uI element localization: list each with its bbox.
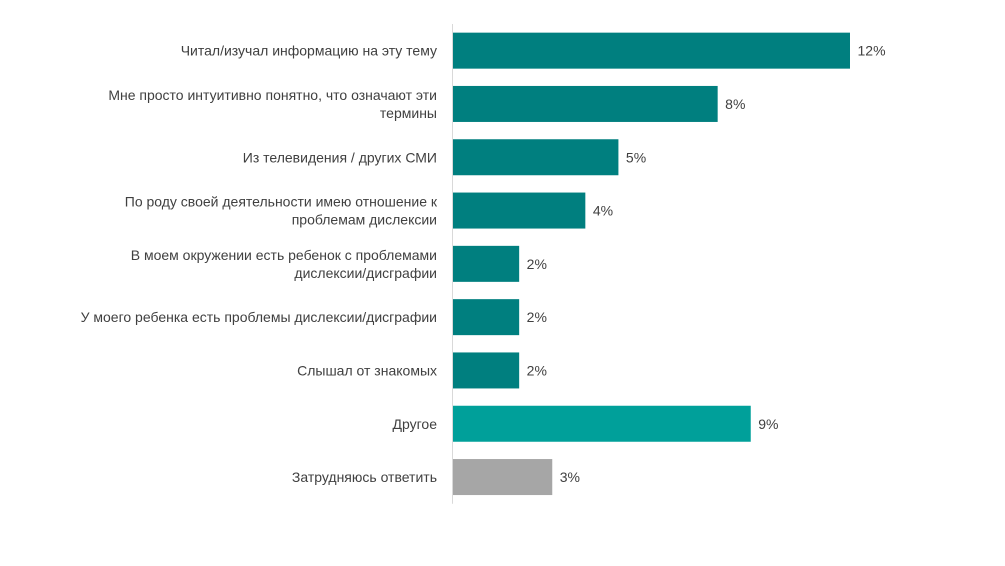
bars bbox=[453, 32, 850, 496]
category-label: Другое bbox=[393, 416, 438, 432]
value-label: 8% bbox=[725, 96, 745, 112]
category-label-line: термины bbox=[380, 105, 437, 121]
category-label: Из телевидения / других СМИ bbox=[243, 149, 437, 165]
category-label: В моем окружении есть ребенок с проблема… bbox=[131, 247, 437, 281]
value-label: 2% bbox=[527, 362, 547, 378]
category-label: По роду своей деятельности имею отношени… bbox=[125, 194, 438, 228]
value-label: 9% bbox=[758, 416, 778, 432]
category-label-line: В моем окружении есть ребенок с проблема… bbox=[131, 247, 437, 263]
category-label: Читал/изучал информацию на эту тему bbox=[181, 43, 437, 59]
category-label-line: По роду своей деятельности имею отношени… bbox=[125, 194, 438, 210]
category-label-line: проблемам дислексии bbox=[292, 212, 437, 228]
category-label-line: дислексии/дисграфии bbox=[294, 265, 437, 281]
bar bbox=[453, 405, 751, 442]
bar bbox=[453, 352, 520, 389]
bar bbox=[453, 459, 553, 496]
category-label-line: Затрудняюсь ответить bbox=[292, 469, 437, 485]
value-label: 4% bbox=[593, 203, 613, 219]
category-label-line: Читал/изучал информацию на эту тему bbox=[181, 43, 437, 59]
value-label: 12% bbox=[858, 43, 886, 59]
value-label: 2% bbox=[527, 256, 547, 272]
category-label: Мне просто интуитивно понятно, что означ… bbox=[108, 87, 437, 121]
bar bbox=[453, 139, 619, 176]
category-label-line: Слышал от знакомых bbox=[297, 362, 437, 378]
category-label: У моего ребенка есть проблемы дислексии/… bbox=[81, 309, 437, 325]
category-label-line: Из телевидения / других СМИ bbox=[243, 149, 437, 165]
category-label: Слышал от знакомых bbox=[297, 362, 437, 378]
value-label: 5% bbox=[626, 149, 646, 165]
category-label-line: У моего ребенка есть проблемы дислексии/… bbox=[81, 309, 437, 325]
category-label: Затрудняюсь ответить bbox=[292, 469, 437, 485]
bar bbox=[453, 245, 520, 282]
category-label-line: Другое bbox=[393, 416, 438, 432]
value-label: 3% bbox=[560, 469, 580, 485]
category-labels: Читал/изучал информацию на эту тему Мне п… bbox=[81, 43, 438, 485]
bar bbox=[453, 32, 850, 69]
bar bbox=[453, 192, 586, 229]
value-label: 2% bbox=[527, 309, 547, 325]
bar bbox=[453, 85, 718, 122]
category-label-line: Мне просто интуитивно понятно, что означ… bbox=[108, 87, 437, 103]
bar bbox=[453, 299, 520, 336]
value-labels: 12% 8% 5% 4% 2% 2% 2% 9% 3% bbox=[527, 43, 886, 485]
